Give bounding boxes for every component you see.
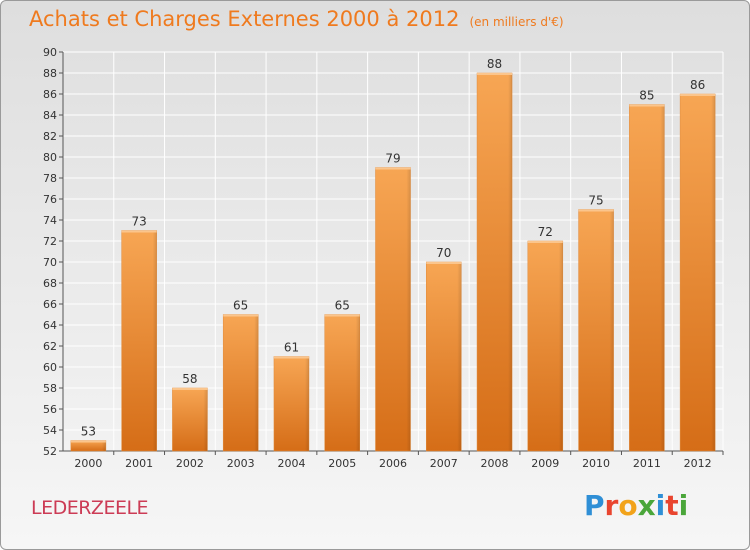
data-label: 86 [690,78,705,92]
bar [375,167,411,452]
bar-top-highlight [121,230,157,233]
logo-letter: x [637,489,656,522]
bar-shade [406,167,411,451]
y-tick-label: 64 [43,319,57,332]
bar-top-highlight [578,209,614,212]
y-tick-label: 76 [43,193,57,206]
x-tick-label: 2003 [227,457,255,470]
y-tick-label: 82 [43,130,57,143]
y-tick-label: 78 [43,172,57,185]
bar-top-highlight [375,167,411,170]
bar [273,356,310,452]
bar-shade [254,314,259,451]
bar-shade [355,314,360,451]
x-tick-label: 2011 [633,457,661,470]
y-tick-label: 72 [43,235,57,248]
y-tick-label: 80 [43,151,57,164]
commune-name: LEDERZEELE [31,497,149,519]
data-label: 88 [487,57,502,71]
x-tick-label: 2008 [481,457,509,470]
bar [324,314,360,452]
bar-top-highlight [172,388,208,390]
bar [222,314,259,452]
bar [527,240,564,452]
y-tick-label: 90 [43,46,57,59]
y-tick-label: 62 [43,340,57,353]
data-label: 72 [538,225,553,239]
y-tick-label: 86 [43,88,57,101]
logo-letter: t [665,489,679,522]
x-tick-label: 2007 [430,457,458,470]
y-tick-label: 70 [43,256,57,269]
logo-letter: i [678,489,689,522]
y-tick-label: 66 [43,298,57,311]
data-label: 73 [132,215,147,229]
data-label: 79 [385,152,400,166]
y-tick-label: 74 [43,214,57,227]
bar [121,230,157,452]
chart-title: Achats et Charges Externes 2000 à 2012 (e… [29,7,564,31]
bar-shade [508,73,513,451]
y-tick-label: 60 [43,361,57,374]
bar-top-highlight [70,440,106,443]
bar-shade [609,209,614,451]
bar-shade [711,94,716,451]
bar-shade [152,230,157,451]
x-tick-label: 2001 [125,457,153,470]
bar-shade [660,104,665,451]
y-tick-label: 52 [43,445,57,458]
y-tick-label: 84 [43,109,57,122]
x-tick-label: 2010 [582,457,610,470]
data-label: 58 [182,372,197,386]
y-tick-label: 54 [43,424,57,437]
data-label: 53 [81,425,96,439]
bar [476,72,513,452]
y-tick-label: 88 [43,67,57,80]
bar-shade [203,388,208,451]
bar-shade [304,356,309,451]
x-tick-label: 2000 [74,457,102,470]
bar-shade [457,262,462,451]
y-tick-label: 58 [43,382,57,395]
y-tick-label: 56 [43,403,57,416]
x-tick-label: 2002 [176,457,204,470]
data-label: 65 [335,299,350,313]
x-tick-label: 2005 [328,457,356,470]
logo-letter: o [618,489,638,522]
bar-top-highlight [324,314,360,317]
data-label: 61 [284,341,299,355]
bar-top-highlight [477,73,513,75]
y-tick-label: 68 [43,277,57,290]
proxiti-logo: Proxiti [584,489,688,522]
bar [629,104,665,452]
x-tick-label: 2006 [379,457,407,470]
x-tick-label: 2004 [277,457,305,470]
bar-top-highlight [273,356,309,359]
bar [172,387,208,452]
bar [679,93,716,452]
x-tick-label: 2009 [531,457,559,470]
bar-top-highlight [629,104,665,107]
bar [578,209,614,452]
x-tick-label: 2012 [684,457,712,470]
bar [426,261,462,452]
data-label: 75 [588,194,603,208]
bar-top-highlight [223,314,259,317]
bar-shade [101,440,106,451]
data-label: 85 [639,89,654,103]
logo-letter: r [604,489,619,522]
bar-top-highlight [680,94,716,96]
chart-unit-note: (en milliers d'€) [469,15,564,29]
bar-top-highlight [527,241,563,243]
data-label: 65 [233,299,248,313]
bar-top-highlight [426,262,462,264]
chart-title-text: Achats et Charges Externes 2000 à 2012 [29,7,460,31]
logo-letter: P [584,489,605,522]
bar-shade [558,241,563,451]
logo-letter: i [655,489,666,522]
data-label: 70 [436,246,451,260]
